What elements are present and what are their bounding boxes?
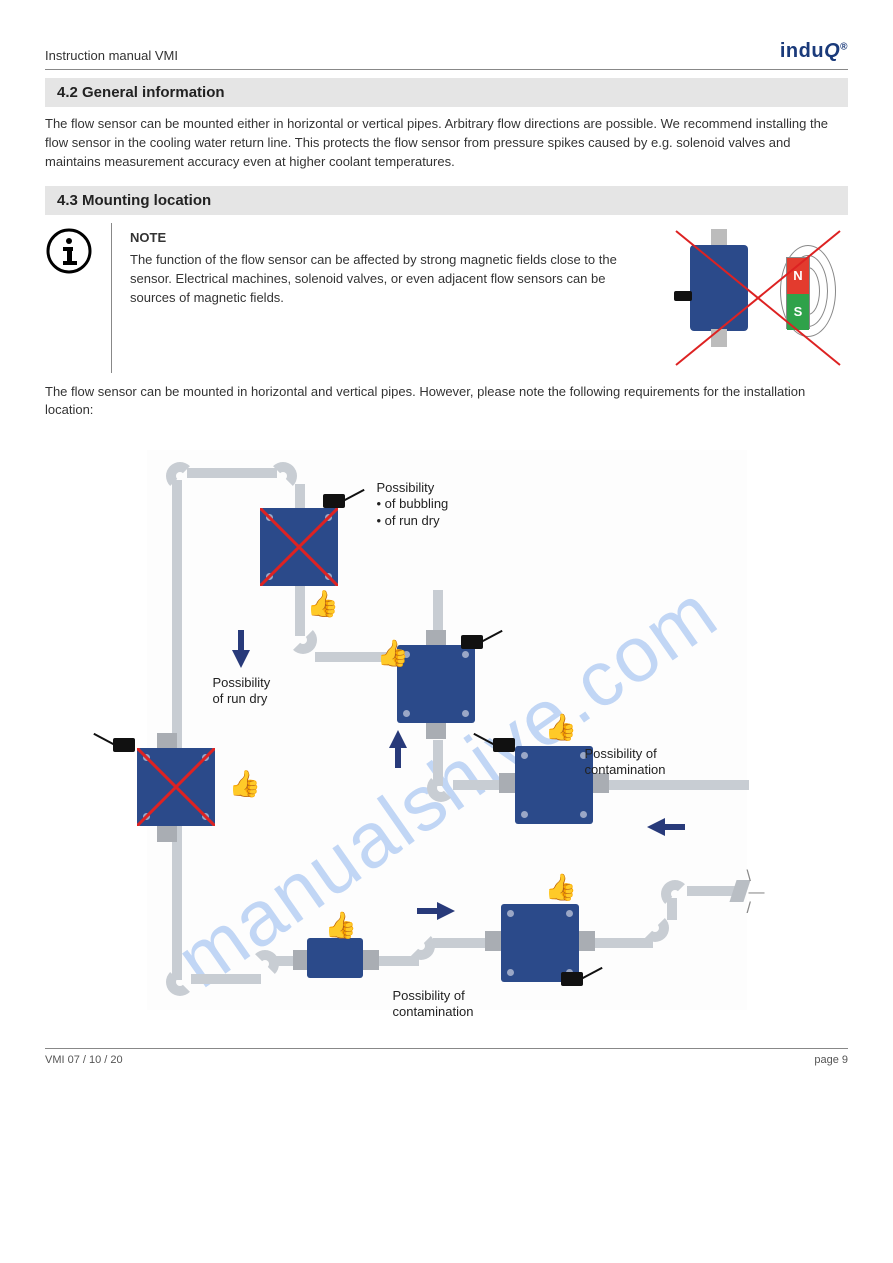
diagram-intro: The flow sensor can be mounted in horizo… [45,383,848,421]
sensor-plug [323,494,345,508]
pipe-elbow [407,932,435,960]
pipe-elbow [427,774,455,802]
pipe [191,974,261,984]
brand-prefix: indu [780,40,824,62]
thumbs-up-icon: 👍 [377,638,409,669]
pipe-fitting [157,826,177,842]
brand-q: Q [824,40,840,62]
sensor-plug [461,635,483,649]
brand-logo: induQ® [780,40,848,63]
flow-arrow-icon [437,902,455,920]
pipe-elbow [661,880,689,908]
thumbs-down-icon: 👎 [229,768,261,799]
flow-sensor-good-bottom-right [501,904,579,982]
footer-left: VMI 07 / 10 / 20 [45,1054,123,1066]
magnet-illustration: N S [668,223,848,373]
pipe [609,780,749,790]
mounting-diagram: manualshive.com 👎 Possibility • of bubbl… [147,450,747,1010]
info-icon [45,227,93,280]
label-contamination-bottom: Possibility of contamination [393,988,474,1021]
pipe-fitting [157,733,177,749]
footer-right: page 9 [814,1054,848,1066]
label-contamination-mid: Possibility of contamination [585,746,666,779]
flow-arrow-icon [647,818,665,836]
page-footer: VMI 07 / 10 / 20 page 9 [45,1048,848,1066]
label-rundry: Possibility of run dry [213,675,271,708]
sensor-plug [113,738,135,752]
pipe [172,480,182,980]
pipe-fitting [499,773,515,793]
pipe-fitting [426,630,446,646]
label-bubbling: Possibility • of bubbling • of run dry [377,480,449,529]
flow-sensor-bad-left [137,748,215,826]
flow-sensor-good-bottom-left [307,938,363,978]
flow-sensor-good-midright [515,746,593,824]
cross-icon [668,223,848,373]
brand-reg: ® [840,41,848,52]
thumbs-down-icon: 👎 [307,588,339,619]
section-banner-general: 4.2 General information [45,78,848,107]
pipe-elbow [641,914,669,942]
pipe-fitting [363,950,379,970]
sensor-plug [561,972,583,986]
pipe [687,886,737,896]
general-paragraph: The flow sensor can be mounted either in… [45,115,848,172]
thumbs-up-icon: 👍 [325,910,357,941]
thumbs-up-icon: 👍 [545,712,577,743]
pipe-fitting [485,931,501,951]
page-header: Instruction manual VMI induQ® [45,40,848,63]
pipe-elbow [289,626,317,654]
section-banner-mounting: 4.3 Mounting location [45,186,848,215]
pipe-elbow [166,968,194,996]
pipe [453,780,503,790]
sensor-plug [493,738,515,752]
flow-arrow-icon [232,650,250,668]
pipe-elbow [269,462,297,490]
pipe-fitting [426,723,446,739]
flow-sensor-bad-top [260,508,338,586]
note-text: NOTE The function of the flow sensor can… [130,223,650,308]
note-body: The function of the flow sensor can be a… [130,252,617,305]
note-block: NOTE The function of the flow sensor can… [45,223,848,373]
flow-arrow-icon [389,730,407,748]
thumbs-up-icon: 👍 [545,872,577,903]
note-divider [111,223,112,373]
note-title: NOTE [130,229,638,248]
header-rule [45,69,848,70]
pipe [187,468,277,478]
pipe [433,938,487,948]
spray-icon: / [747,900,751,918]
pipe-fitting [579,931,595,951]
pipe [275,956,295,966]
header-left: Instruction manual VMI [45,48,178,63]
pipe [595,938,653,948]
